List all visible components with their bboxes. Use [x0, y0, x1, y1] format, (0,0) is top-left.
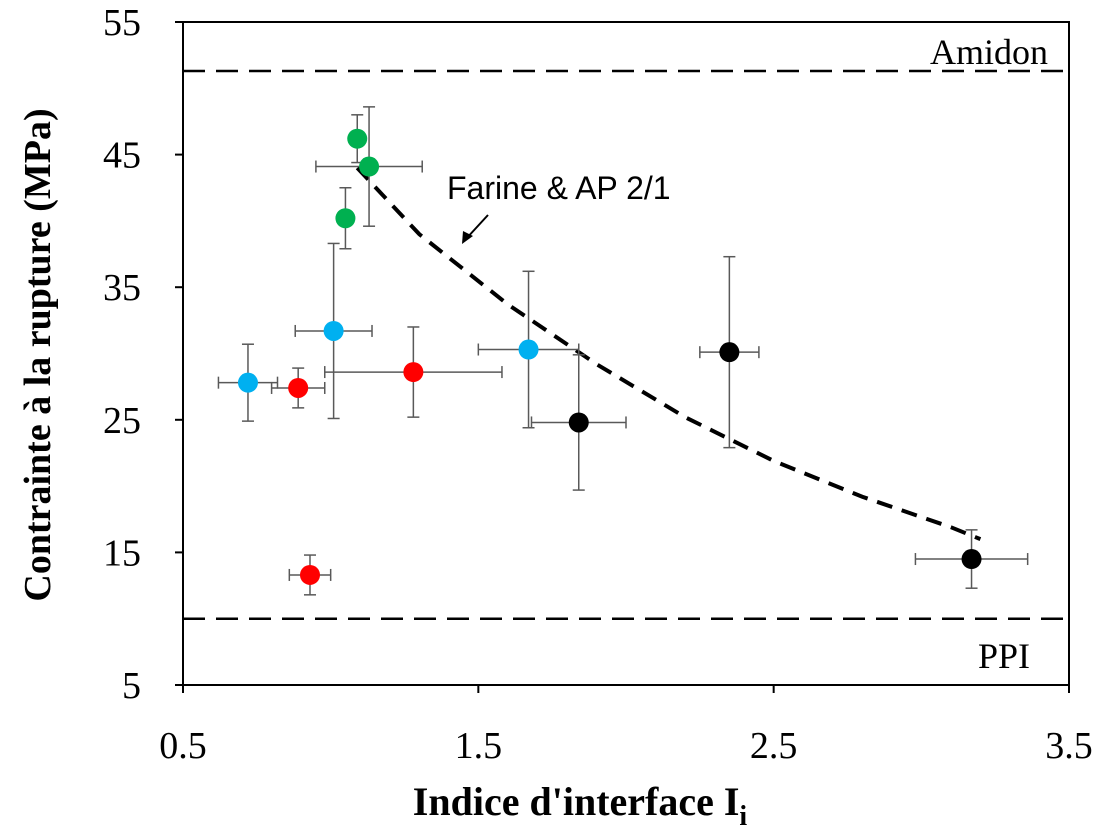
annotation-label: Farine & AP 2/1	[447, 170, 671, 206]
marker	[347, 128, 368, 149]
x-tick-label: 1.5	[455, 725, 503, 767]
data-point	[530, 354, 627, 491]
marker	[299, 564, 320, 585]
data-point	[347, 114, 368, 164]
points-layer	[217, 106, 1029, 596]
x-tick-label: 3.5	[1045, 725, 1093, 767]
marker	[323, 320, 344, 341]
marker	[518, 339, 539, 360]
data-point	[294, 242, 373, 420]
data-point	[270, 367, 326, 409]
y-axis-title: Contrainte à la rupture (MPa)	[17, 108, 59, 601]
marker	[403, 362, 424, 383]
plot-area	[182, 21, 1070, 686]
data-point	[324, 326, 503, 418]
marker	[359, 156, 380, 177]
marker	[288, 377, 309, 398]
x-axis-title-subscript: i	[739, 801, 747, 829]
y-tick-label: 15	[103, 532, 141, 574]
trend-layer	[355, 166, 982, 541]
x-tick-label: 2.5	[750, 725, 798, 767]
marker	[719, 342, 740, 363]
data-point	[288, 554, 332, 596]
y-tick-label: 35	[103, 267, 141, 309]
ref-label-amidon: Amidon	[930, 32, 1048, 72]
x-axis-title: Indice d'interface Ii	[413, 779, 748, 829]
data-point	[335, 187, 356, 250]
y-tick-label: 25	[103, 400, 141, 442]
data-point	[477, 270, 580, 429]
data-point	[217, 343, 279, 422]
y-tick-label: 45	[103, 135, 141, 177]
x-axis-title-text: Indice d'interface I	[413, 779, 740, 824]
y-tick-label: 5	[122, 665, 141, 707]
ref-label-ppi: PPI	[978, 636, 1030, 676]
y-tick-label: 55	[103, 2, 141, 44]
annotation-arrow	[462, 214, 489, 244]
trend-line	[355, 166, 982, 541]
data-point	[914, 529, 1029, 589]
x-tick-label: 0.5	[159, 725, 207, 767]
data-point	[699, 255, 760, 449]
marker	[568, 412, 589, 433]
marker	[237, 372, 258, 393]
marker	[961, 549, 982, 570]
marker	[335, 208, 356, 229]
reference-lines	[183, 69, 1069, 620]
data-point	[315, 106, 423, 227]
ticks-layer: 5 15 25 35 45 55 0.5 1.5 2.5 3.5	[103, 2, 1093, 767]
